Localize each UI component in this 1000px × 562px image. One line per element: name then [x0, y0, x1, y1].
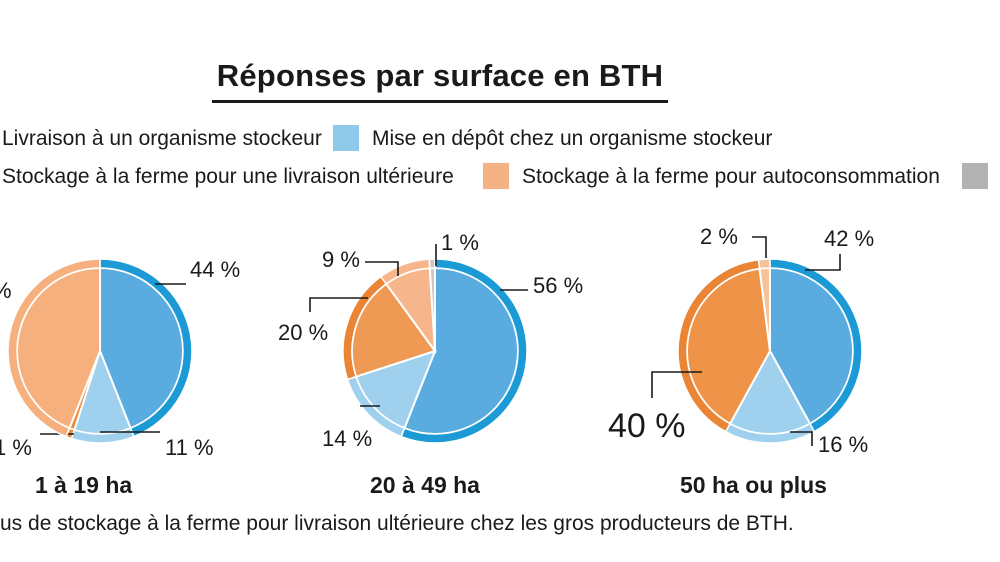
leader-line — [651, 371, 702, 398]
data-label: 20 % — [278, 320, 328, 345]
legend-swatch-mise-en-depot — [333, 125, 359, 151]
leader-line — [805, 254, 841, 271]
data-label: 2 % — [700, 224, 738, 249]
pie-title-20-49-ha: 20 à 49 ha — [370, 472, 480, 498]
pie-charts: 44 % 11 % 1 %% 56 % 14 % 20 % 9 % 1 % 42 % 16 %… — [0, 224, 874, 460]
legend-label-mise-en-depot: Mise en dépôt chez un organisme stockeur — [372, 127, 773, 150]
legend-label-stockage-livraison-ulterieure: Stockage à la ferme pour une livraison u… — [2, 165, 454, 188]
title-underline — [212, 100, 668, 103]
pie-chart-50-ha-plus: 42 % 16 % 40 % 2 % — [608, 224, 874, 457]
legend-swatch-other — [962, 163, 988, 189]
leader-line — [752, 236, 767, 258]
data-label: 42 % — [824, 226, 874, 251]
data-label: 9 % — [322, 247, 360, 272]
data-label: 14 % — [322, 426, 372, 451]
data-label: 56 % — [533, 273, 583, 298]
data-label: 44 % — [190, 257, 240, 282]
pie-rim-stockage-a-la-ferme-pour-autoconsommatio — [7, 258, 101, 438]
pie-chart-1-19-ha: 44 % 11 % 1 %% — [0, 257, 240, 460]
pie-rim-stockage-a-la-ferme-pour-autoconsommatio — [757, 258, 771, 270]
data-label: 1 % — [441, 230, 479, 255]
data-label: % — [0, 278, 12, 303]
leader-line — [309, 297, 368, 312]
legend-label-autoconsommation: Stockage à la ferme pour autoconsommatio… — [522, 165, 940, 188]
leader-line — [365, 261, 399, 276]
data-label: 1 % — [0, 435, 32, 460]
legend-label-livraison: Livraison à un organisme stockeur — [2, 127, 322, 150]
data-label: 40 % — [608, 407, 686, 445]
data-label: 16 % — [818, 432, 868, 457]
pie-rim-other — [428, 258, 436, 269]
pie-title-50-ha-plus: 50 ha ou plus — [680, 472, 827, 498]
chart-title: Réponses par surface en BTH — [216, 58, 664, 93]
legend-swatch-autoconsommation — [483, 163, 509, 189]
data-label: 11 % — [165, 435, 214, 460]
footnote: us de stockage à la ferme pour livraison… — [0, 512, 794, 535]
pie-title-1-19-ha: 1 à 19 ha — [35, 472, 133, 498]
pie-chart-20-49-ha: 56 % 14 % 20 % 9 % 1 % — [278, 230, 583, 451]
leader-line — [790, 431, 813, 446]
